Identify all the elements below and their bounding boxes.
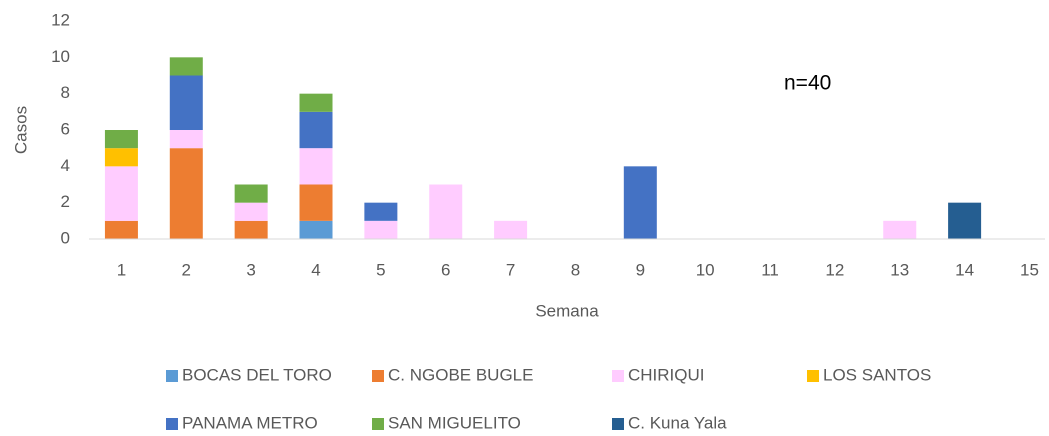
- x-tick-label: 1: [117, 260, 126, 279]
- bar-segment: [104, 130, 138, 149]
- bar-segment: [623, 166, 657, 239]
- y-tick-label: 0: [61, 228, 70, 247]
- bar-segment: [234, 220, 268, 239]
- y-tick-label: 2: [61, 192, 70, 211]
- legend-swatch: [372, 418, 384, 430]
- bar-segment: [169, 130, 203, 149]
- bar-segment: [169, 75, 203, 130]
- legend-swatch: [807, 370, 819, 382]
- x-tick-label: 3: [246, 260, 255, 279]
- legend-label: PANAMA METRO: [182, 413, 318, 432]
- legend-label: LOS SANTOS: [823, 365, 931, 384]
- x-tick-label: 14: [955, 260, 974, 279]
- y-tick-label: 4: [61, 156, 70, 175]
- bar-segment: [234, 184, 268, 203]
- legend-swatch: [612, 418, 624, 430]
- bar-segment: [429, 184, 463, 239]
- legend-label: C. Kuna Yala: [628, 413, 727, 432]
- bar-segment: [299, 220, 333, 239]
- bar-segment: [104, 166, 138, 221]
- bar-segment: [494, 220, 528, 239]
- bar-segment: [299, 184, 333, 221]
- legend-swatch: [166, 370, 178, 382]
- bar-segment: [299, 148, 333, 185]
- legend-swatch: [612, 370, 624, 382]
- x-tick-label: 10: [696, 260, 715, 279]
- bar-segment: [364, 202, 398, 221]
- x-tick-label: 4: [311, 260, 320, 279]
- bar-segment: [883, 220, 917, 239]
- y-axis-label: Casos: [11, 106, 30, 154]
- bar-segment: [169, 148, 203, 239]
- bar-segment: [948, 202, 982, 239]
- x-tick-label: 12: [825, 260, 844, 279]
- bar-segment: [299, 111, 333, 149]
- bar-segment: [234, 202, 268, 221]
- x-tick-label: 15: [1020, 260, 1039, 279]
- y-tick-label: 10: [51, 47, 70, 66]
- legend-label: C. NGOBE BUGLE: [388, 365, 533, 384]
- legend-label: CHIRIQUI: [628, 365, 705, 384]
- x-tick-label: 11: [761, 260, 779, 279]
- x-tick-label: 5: [376, 260, 385, 279]
- bar-segment: [299, 93, 333, 112]
- legend-swatch: [372, 370, 384, 382]
- x-tick-label: 2: [182, 260, 191, 279]
- x-tick-label: 6: [441, 260, 450, 279]
- y-tick-label: 8: [61, 83, 70, 102]
- legend-label: BOCAS DEL TORO: [182, 365, 332, 384]
- y-tick-label: 12: [51, 10, 70, 29]
- legend-label: SAN MIGUELITO: [388, 413, 521, 432]
- bar-segment: [104, 148, 138, 167]
- x-axis-label: Semana: [535, 301, 599, 320]
- bar-segment: [364, 220, 398, 239]
- legend-swatch: [166, 418, 178, 430]
- annotation: n=40: [784, 72, 831, 95]
- x-tick-label: 8: [571, 260, 580, 279]
- x-tick-label: 13: [890, 260, 909, 279]
- bar-segment: [104, 220, 138, 239]
- y-tick-label: 6: [61, 119, 70, 138]
- x-tick-label: 9: [636, 260, 645, 279]
- bar-segment: [169, 57, 203, 76]
- x-tick-label: 7: [506, 260, 515, 279]
